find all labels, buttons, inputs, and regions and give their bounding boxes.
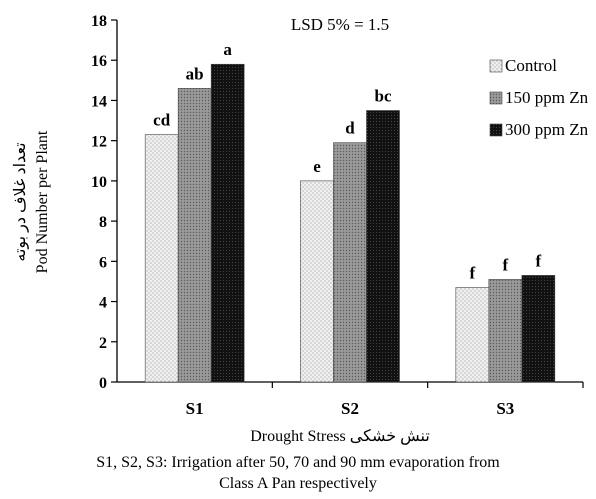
bar-150-ppm-zn-s3	[488, 279, 523, 383]
legend-swatch	[489, 59, 503, 73]
y-tick-label: 10	[91, 174, 107, 191]
legend-swatch	[489, 91, 503, 105]
y-tick-label: 16	[91, 53, 107, 70]
y-tick-label: 12	[91, 134, 107, 151]
legend: Control 150 ppm Zn 300 ppm Zn	[489, 56, 589, 139]
x-axis-title-persian: تنش خشکی	[350, 428, 430, 445]
legend-label: Control	[505, 56, 557, 75]
bar-150-ppm-zn-s1	[177, 88, 212, 383]
bar-control-s3	[455, 287, 490, 383]
significance-letter: f	[469, 263, 475, 282]
lsd-annotation: LSD 5% = 1.5	[291, 15, 389, 34]
significance-letter: f	[502, 255, 508, 274]
significance-letter: cd	[153, 111, 171, 130]
significance-letter: d	[345, 119, 355, 138]
legend-label: 150 ppm Zn	[505, 88, 589, 107]
y-tick-label: 4	[99, 295, 107, 312]
y-axis-title: Pod Number per Plant	[34, 130, 51, 273]
caption-line-1: S1, S2, S3: Irrigation after 50, 70 and …	[96, 454, 500, 471]
x-category-label: S3	[496, 399, 514, 418]
bar-control-s1	[144, 134, 179, 383]
significance-letter: e	[313, 157, 321, 176]
significance-letter: bc	[375, 87, 392, 106]
x-category-label: S1	[186, 399, 204, 418]
significance-letter: f	[535, 251, 541, 270]
y-tick-label: 18	[91, 13, 107, 30]
significance-letter: a	[223, 40, 232, 59]
significance-letter: ab	[186, 64, 204, 83]
bar-chart: 0 2 4 6 8 10 12 14 16 18 S1 S2 S3 cd aba e d bc f f f LSD 5…	[12, 13, 589, 445]
x-axis-title-english: Drought Stress	[250, 428, 350, 445]
y-tick-label: 0	[99, 375, 107, 392]
bar-300-ppm-zn-s2	[366, 110, 400, 383]
y-tick-label: 6	[99, 254, 107, 271]
bar-control-s2	[300, 180, 334, 383]
caption-line-2: Class A Pan respectively	[219, 475, 377, 492]
legend-swatch	[489, 123, 503, 137]
legend-label: 300 ppm Zn	[505, 120, 589, 139]
y-axis-title-persian: تعداد غلاف در بوته	[12, 142, 29, 261]
figure-caption: S1, S2, S3: Irrigation after 50, 70 and …	[0, 452, 596, 494]
y-tick-label: 14	[91, 93, 107, 110]
bar-150-ppm-zn-s2	[333, 142, 367, 383]
bar-300-ppm-zn-s3	[521, 275, 556, 383]
x-category-label: S2	[341, 399, 359, 418]
y-tick-label: 2	[99, 335, 107, 352]
bar-300-ppm-zn-s1	[210, 63, 245, 383]
x-axis-title: Drought Stress تنش خشکی	[250, 428, 430, 445]
y-tick-label: 8	[99, 214, 107, 231]
